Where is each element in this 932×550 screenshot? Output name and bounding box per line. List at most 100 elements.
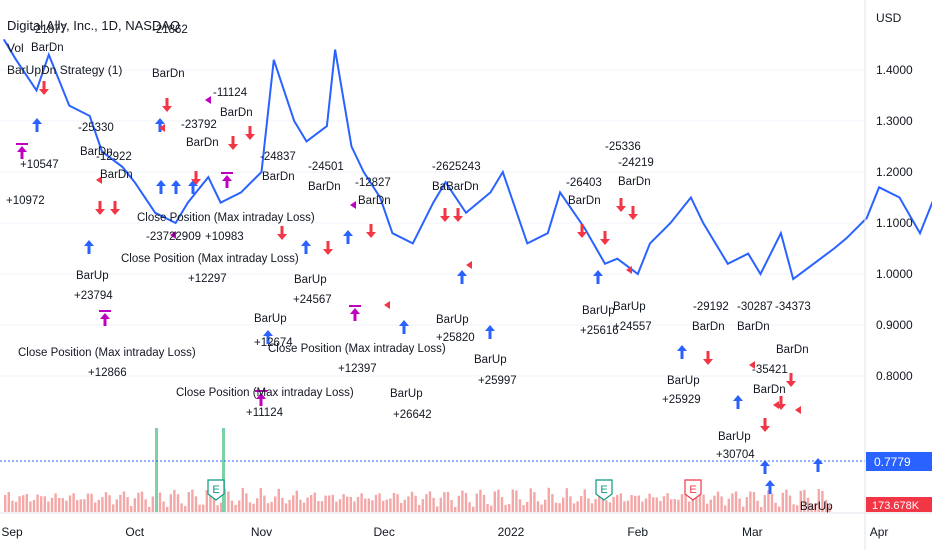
- buy-arrow-icon: [733, 395, 743, 409]
- volume-bar: [803, 489, 806, 512]
- volume-bar: [461, 490, 464, 512]
- volume-bar: [126, 497, 129, 512]
- volume-bar: [828, 505, 831, 512]
- volume-bar: [198, 504, 201, 512]
- y-tick-label: 1.0000: [876, 267, 913, 281]
- volume-bar: [414, 495, 417, 512]
- volume-bar: [245, 493, 248, 512]
- volume-bar: [324, 495, 327, 512]
- volume-bars: [4, 428, 831, 512]
- x-tick-label: 2022: [498, 525, 525, 539]
- volume-bar: [616, 495, 619, 512]
- volume-bar: [392, 493, 396, 512]
- volume-bar: [626, 500, 630, 512]
- volume-bar: [194, 496, 198, 512]
- trade-annotation: -23722909: [146, 231, 201, 243]
- volume-bar: [796, 505, 799, 512]
- volume-bar: [587, 498, 590, 512]
- sell-arrow-icon: [440, 208, 450, 222]
- small-marker-icon: [795, 406, 801, 414]
- volume-bar: [328, 495, 331, 512]
- volume-bar: [677, 499, 680, 512]
- volume-bar: [378, 493, 381, 512]
- volume-bar: [817, 489, 820, 512]
- trade-annotation: -26403 BarDn: [566, 177, 602, 207]
- trade-annotation: +10972: [6, 195, 45, 207]
- volume-bar: [529, 488, 532, 512]
- grid: [0, 69, 865, 377]
- volume-indicator-label[interactable]: Vol: [7, 41, 24, 55]
- trade-annotation: +10547: [20, 159, 59, 171]
- volume-bar: [457, 495, 460, 512]
- volume-bar: [270, 501, 273, 512]
- buy-arrow-icon: [485, 325, 495, 339]
- close-arrow-icon: [99, 310, 111, 326]
- volume-bar: [810, 505, 813, 512]
- small-marker-icon: [749, 361, 755, 369]
- volume-bar: [727, 498, 730, 512]
- volume-bar: [119, 494, 122, 512]
- volume-bar: [47, 501, 50, 512]
- volume-bar: [227, 491, 230, 512]
- volume-bar: [252, 503, 255, 512]
- volume-bar: [158, 492, 162, 512]
- volume-bar: [608, 502, 612, 512]
- volume-bar: [371, 500, 374, 512]
- volume-bar: [781, 492, 784, 512]
- volume-bar: [385, 499, 388, 512]
- volume-bar: [151, 496, 154, 512]
- volume-bar: [112, 504, 115, 512]
- volume-bar: [590, 503, 594, 512]
- volume-bar: [493, 491, 496, 512]
- volume-bar: [713, 495, 716, 512]
- earnings-icon: E: [684, 479, 702, 501]
- volume-bar: [504, 504, 507, 512]
- volume-bar: [551, 494, 554, 512]
- volume-bar: [302, 502, 306, 512]
- volume-bar: [317, 501, 320, 512]
- trade-annotation: -24501 BarDn: [308, 161, 344, 193]
- volume-bar: [331, 494, 334, 512]
- trade-annotation: BarUp +25820: [436, 314, 475, 344]
- volume-bar: [263, 495, 266, 512]
- volume-bar: [205, 490, 208, 512]
- volume-bar: [569, 496, 572, 512]
- volume-bar: [634, 495, 637, 512]
- volume-bar: [695, 497, 698, 512]
- volume-bar: [338, 499, 342, 512]
- volume-bar: [356, 496, 360, 512]
- small-marker-icon: [773, 401, 779, 409]
- sell-arrow-icon: [95, 201, 105, 215]
- volume-bar: [778, 506, 781, 512]
- volume-bar: [598, 495, 601, 512]
- trade-annotation: Close Position (Max intraday Loss) +12397: [268, 343, 446, 375]
- volume-bar: [284, 503, 288, 512]
- volume-bar: [130, 505, 133, 512]
- sell-arrow-icon: [366, 224, 376, 238]
- trade-annotation: BarUp +12674: [254, 313, 293, 349]
- volume-bar: [644, 498, 648, 512]
- volume-bar: [40, 496, 43, 512]
- sell-arrow-icon: [616, 198, 626, 212]
- volume-bar: [716, 491, 720, 512]
- volume-bar: [637, 495, 640, 512]
- volume-bar: [720, 496, 723, 512]
- volume-bar: [144, 499, 147, 512]
- volume-bar: [407, 496, 410, 512]
- volume-bar: [382, 500, 385, 512]
- trade-annotation: -12827 BarDn: [355, 177, 391, 207]
- volume-bar: [256, 498, 259, 512]
- volume-bar: [176, 494, 180, 512]
- volume-bar: [814, 503, 817, 512]
- strategy-label[interactable]: BarUpDn Strategy (1): [7, 63, 123, 77]
- small-marker-icon: [350, 201, 356, 209]
- volume-bar: [706, 503, 709, 512]
- sell-arrow-icon: [277, 226, 287, 240]
- trade-annotation: -30287 BarDn: [737, 301, 773, 333]
- volume-bar: [799, 490, 802, 512]
- volume-bar: [554, 502, 558, 512]
- small-marker-icon: [170, 231, 176, 239]
- trade-annotation: -34373 BarDn: [775, 301, 811, 356]
- volume-bar: [299, 499, 302, 512]
